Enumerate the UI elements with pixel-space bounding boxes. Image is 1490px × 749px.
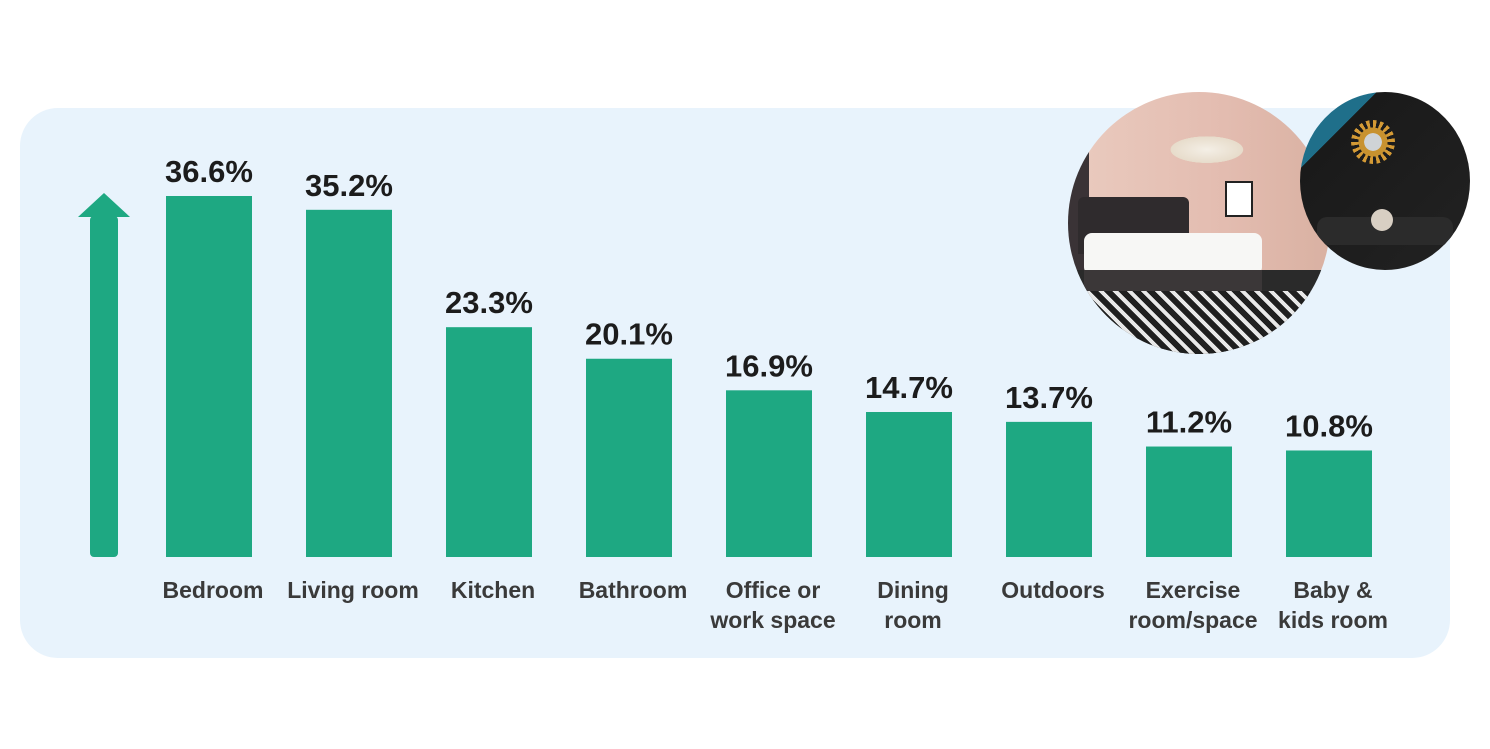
living-room-photo <box>1300 92 1470 270</box>
bar-7 <box>1146 446 1232 557</box>
value-label-7: 11.2% <box>1146 405 1232 440</box>
category-label-5-0: Dining <box>877 577 949 603</box>
bar-6 <box>1006 421 1092 557</box>
bed-linen <box>1083 233 1262 276</box>
patterned-rug <box>1068 291 1330 354</box>
category-label-3-0: Bathroom <box>579 577 688 603</box>
bar-4 <box>726 390 812 557</box>
category-label-8-1: kids room <box>1278 607 1388 633</box>
value-label-8: 10.8% <box>1285 408 1373 443</box>
category-label-4-0: Office or <box>726 577 821 603</box>
value-label-4: 16.9% <box>725 348 813 383</box>
category-label-5-1: room <box>884 607 942 633</box>
value-label-3: 20.1% <box>585 317 673 352</box>
bar-5 <box>866 412 952 557</box>
bar-8 <box>1286 450 1372 557</box>
value-label-6: 13.7% <box>1005 380 1093 415</box>
category-label-2-0: Kitchen <box>451 577 535 603</box>
category-label-0-0: Bedroom <box>163 577 264 603</box>
value-label-0: 36.6% <box>165 154 253 189</box>
bar-3 <box>586 358 672 557</box>
wall-art <box>1225 181 1253 217</box>
cushion <box>1371 209 1394 232</box>
bedroom-photo <box>1068 92 1330 354</box>
value-label-1: 35.2% <box>305 168 393 203</box>
category-label-6-0: Outdoors <box>1001 577 1105 603</box>
bed-frame <box>1083 270 1262 292</box>
value-label-5: 14.7% <box>865 370 953 405</box>
up-arrow-icon <box>78 193 130 557</box>
category-label-7-1: room/space <box>1128 607 1257 633</box>
category-label-4-1: work space <box>709 607 835 633</box>
bar-2 <box>446 327 532 557</box>
sunburst-mirror <box>1351 120 1395 165</box>
category-label-7-0: Exercise <box>1146 577 1241 603</box>
bar-1 <box>306 209 392 557</box>
category-label-1-0: Living room <box>287 577 419 603</box>
bar-0 <box>166 196 252 557</box>
value-label-2: 23.3% <box>445 285 533 320</box>
category-label-8-0: Baby & <box>1293 577 1372 603</box>
